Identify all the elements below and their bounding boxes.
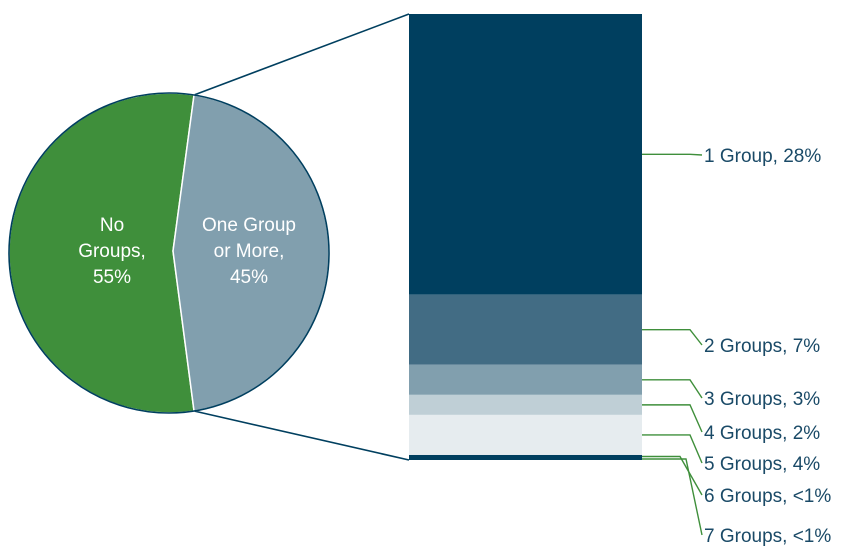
bar-label-leaders [642, 153, 703, 536]
pie-outline [8, 92, 330, 414]
leader-line-4 [642, 404, 703, 433]
connector-line-top [193, 13, 410, 96]
bar-label-3: 3 Groups, 3% [704, 389, 820, 410]
bar-label-5: 5 Groups, 4% [704, 454, 820, 475]
leader-line-1 [642, 153, 703, 156]
pie-chart: No Groups, 55% One Group or More, 45% [8, 92, 330, 414]
leader-line-2 [642, 329, 703, 346]
bar-label-6: 6 Groups, <1% [704, 486, 831, 507]
leader-line-7 [642, 458, 703, 536]
bar-label-4: 4 Groups, 2% [704, 423, 820, 444]
bar-label-7: 7 Groups, <1% [704, 526, 831, 547]
leader-line-3 [642, 379, 703, 399]
bar-segment-5 [409, 414, 642, 455]
pie-label-one-group-or-more: One Group or More, 45% [202, 215, 296, 288]
pie-label-line: 55% [93, 267, 131, 288]
bar-segment-4 [409, 394, 642, 415]
bar-segment-6 [409, 454, 642, 458]
leader-line-5 [642, 434, 703, 464]
pie-label-line: No [100, 215, 124, 236]
pie-label-no-groups: No Groups, 55% [78, 215, 146, 288]
connector-line-bottom [193, 410, 410, 461]
pie-label-line: Groups, [78, 241, 146, 262]
bar-baseline [409, 457, 642, 460]
bar-label-1: 1 Group, 28% [704, 146, 821, 167]
stacked-bar [409, 14, 642, 460]
bar-labels: 1 Group, 28% 2 Groups, 7% 3 Groups, 3% 4 Gr… [704, 146, 831, 547]
pie-label-line: 45% [230, 267, 268, 288]
pie-to-bar-connectors [193, 13, 410, 461]
bar-segment-3 [409, 364, 642, 395]
bar-segment-2 [409, 294, 642, 365]
leader-line-6 [642, 455, 703, 496]
bar-label-2: 2 Groups, 7% [704, 336, 820, 357]
pie-label-line: One Group [202, 215, 296, 236]
pie-label-line: or More, [214, 241, 285, 262]
bar-segment-1 [409, 14, 642, 295]
